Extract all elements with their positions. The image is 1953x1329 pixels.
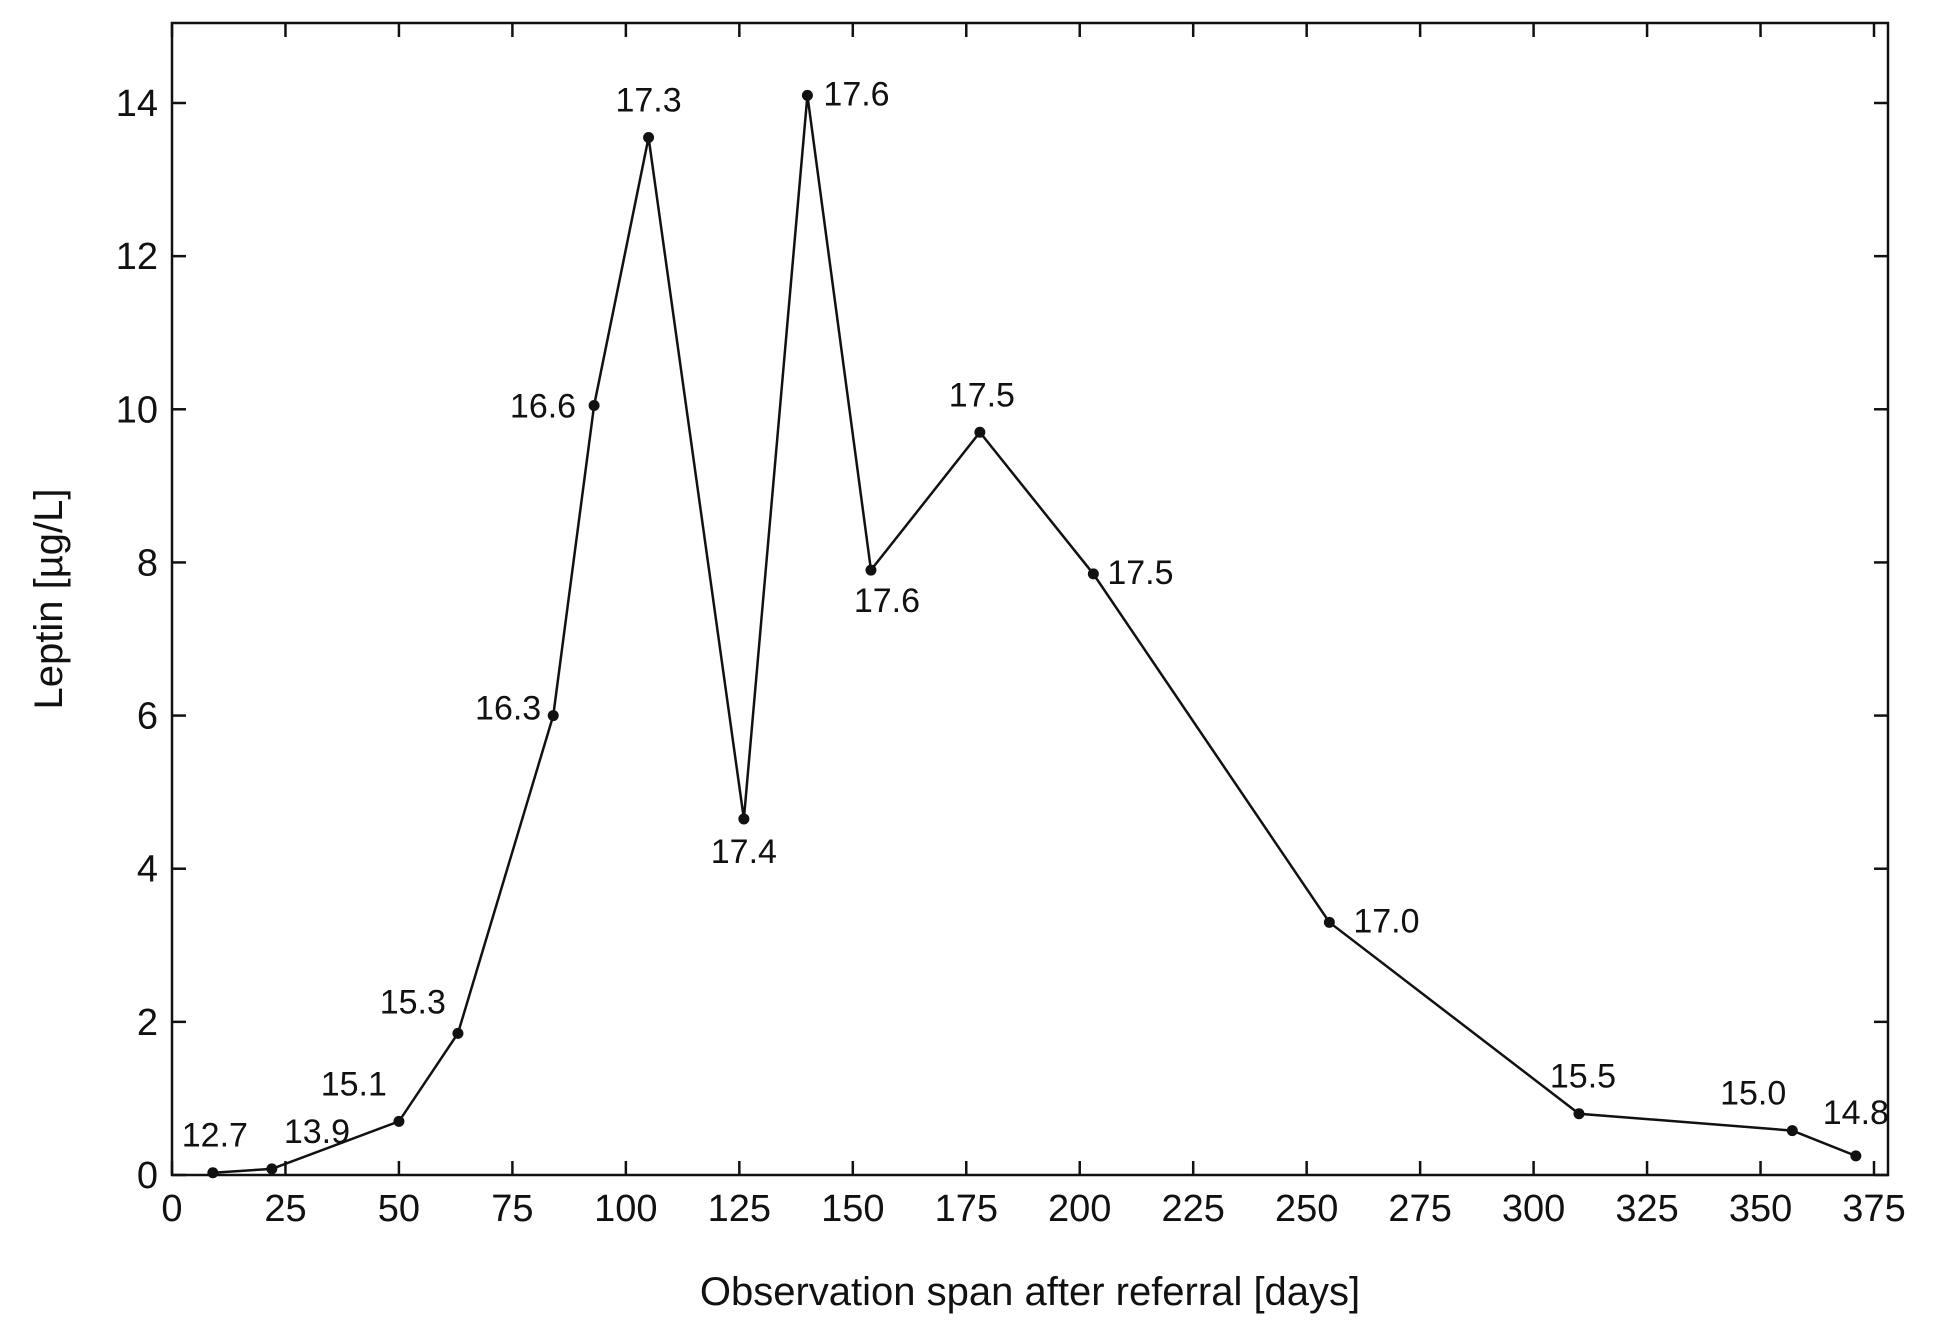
y-tick-label: 2: [137, 1002, 158, 1044]
data-point: [643, 131, 655, 143]
data-label: 16.3: [475, 690, 541, 728]
x-tick-label: 250: [1275, 1188, 1338, 1230]
data-point: [801, 89, 813, 101]
x-tick-label: 150: [821, 1188, 884, 1230]
data-point: [738, 813, 750, 825]
data-label: 16.6: [510, 387, 576, 425]
data-label: 14.8: [1823, 1094, 1889, 1132]
x-tick-label: 0: [161, 1188, 182, 1230]
data-label: 17.3: [615, 81, 681, 119]
data-label: 17.6: [854, 582, 920, 620]
y-tick-label: 14: [116, 83, 158, 125]
data-label: 12.7: [182, 1117, 248, 1155]
data-point: [1850, 1150, 1862, 1162]
data-label: 15.3: [380, 983, 446, 1021]
x-tick-label: 100: [594, 1188, 657, 1230]
data-label: 17.0: [1353, 902, 1419, 940]
y-tick-label: 10: [116, 389, 158, 431]
y-tick-label: 8: [137, 542, 158, 584]
y-tick-label: 4: [137, 849, 158, 891]
data-label: 15.5: [1550, 1058, 1616, 1096]
data-label: 13.9: [284, 1113, 350, 1151]
data-label: 17.5: [1107, 554, 1173, 592]
x-tick-label: 175: [935, 1188, 998, 1230]
y-tick-label: 12: [116, 236, 158, 278]
data-labels: 12.7 13.9 15.1 15.3 16.3 16.6 17.3 17.4 17.6 17.6…: [182, 75, 1889, 1154]
data-point: [207, 1167, 219, 1179]
x-tick-label: 300: [1502, 1188, 1565, 1230]
x-axis-title: Observation span after referral [days]: [700, 1270, 1360, 1314]
plot-frame: [170, 21, 1890, 1177]
x-tick-label: 200: [1048, 1188, 1111, 1230]
x-tick-label: 25: [264, 1188, 306, 1230]
x-tick-label: 325: [1615, 1188, 1678, 1230]
data-label: 17.6: [823, 75, 889, 113]
data-point: [452, 1027, 464, 1039]
data-point: [266, 1163, 278, 1175]
data-point: [588, 399, 600, 411]
y-axis: 0 2 4 6 8 10 12 14: [116, 83, 1888, 1197]
data-point: [974, 426, 986, 438]
data-points: [207, 89, 1862, 1179]
x-axis: 0 25 50 75 100 125 150 175 200 225 250 275 300 325 350…: [161, 23, 1906, 1230]
y-tick-label: 6: [137, 696, 158, 738]
y-axis-title: Leptin [µg/L]: [27, 489, 71, 710]
data-point: [1087, 568, 1099, 580]
x-tick-label: 275: [1388, 1188, 1451, 1230]
data-label: 15.0: [1720, 1075, 1786, 1113]
data-point: [1323, 916, 1335, 928]
data-point: [1786, 1125, 1798, 1137]
data-label: 17.5: [949, 376, 1015, 414]
data-point: [547, 710, 559, 722]
series-line: [212, 95, 1857, 1174]
data-point: [393, 1115, 405, 1127]
data-label: 15.1: [321, 1065, 387, 1103]
data-point: [865, 564, 877, 576]
data-point: [1573, 1108, 1585, 1120]
x-tick-label: 75: [491, 1188, 533, 1230]
y-tick-label: 0: [137, 1155, 158, 1197]
x-tick-label: 50: [378, 1188, 420, 1230]
x-tick-label: 225: [1161, 1188, 1224, 1230]
x-tick-label: 350: [1729, 1188, 1792, 1230]
x-tick-label: 125: [708, 1188, 771, 1230]
data-label: 17.4: [711, 833, 777, 871]
x-tick-label: 375: [1842, 1188, 1905, 1230]
